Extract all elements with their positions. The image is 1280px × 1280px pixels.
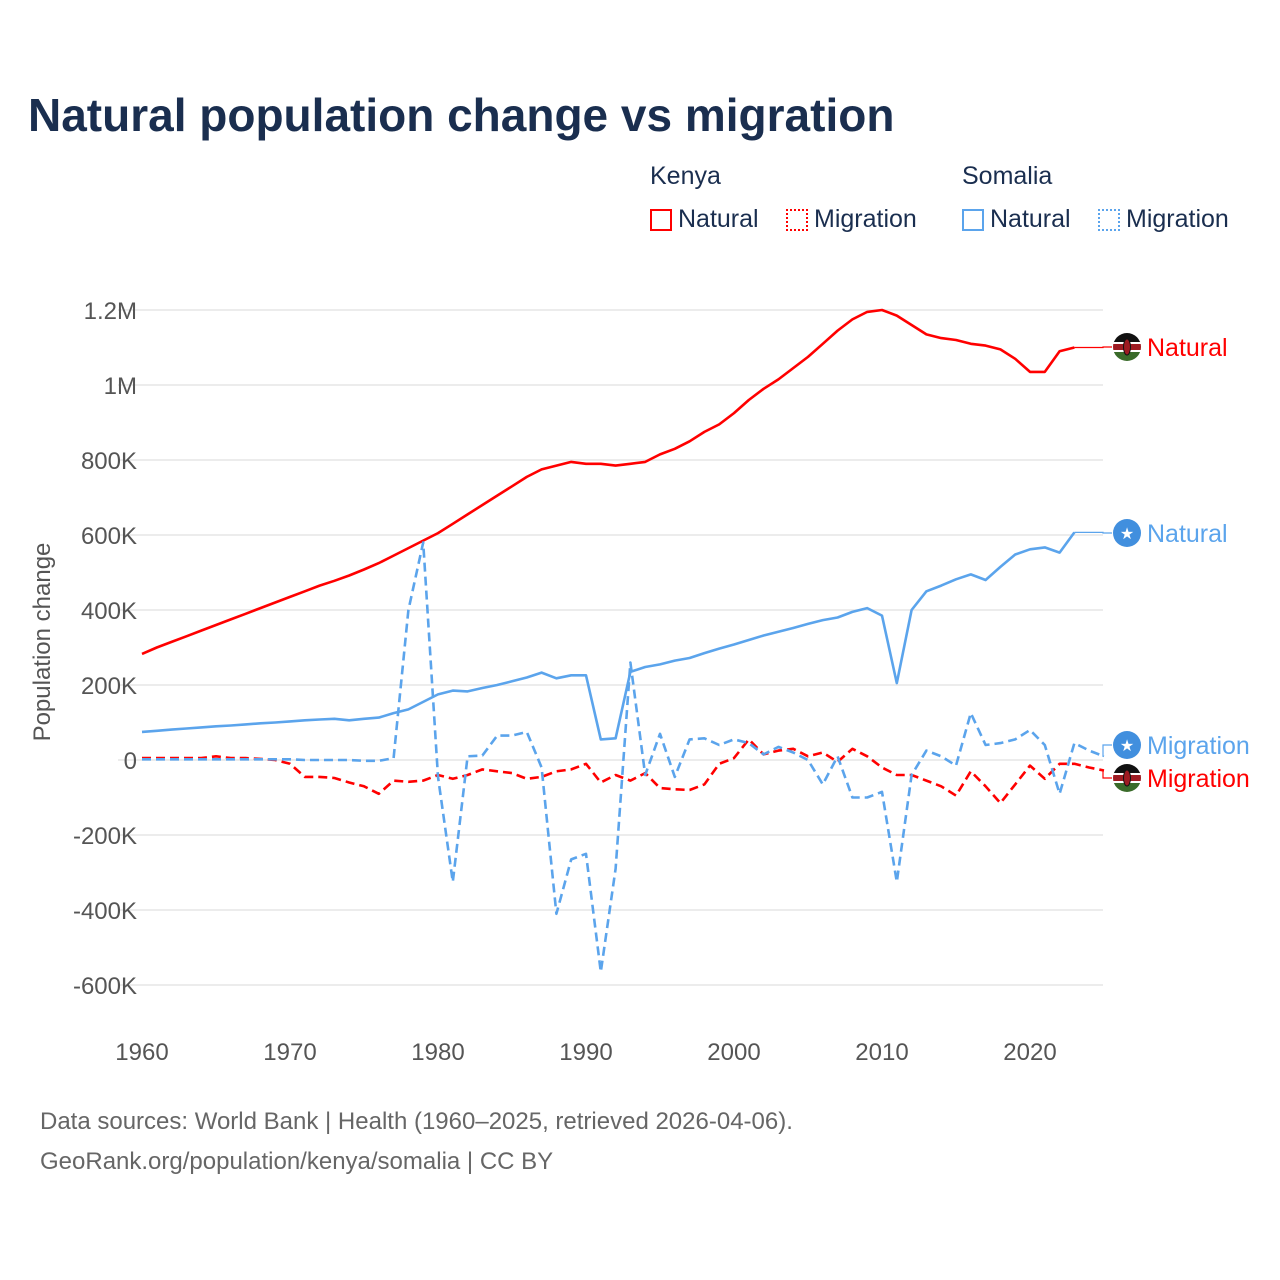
flag-circle xyxy=(1113,731,1141,759)
y-tick-label: 0 xyxy=(124,748,137,775)
legend-label: Natural xyxy=(678,205,759,233)
legend-swatch-solid xyxy=(650,208,672,231)
label-connector xyxy=(1074,346,1112,349)
legend-item-somalia-migration[interactable]: Migration xyxy=(1098,205,1229,234)
flag-stripes xyxy=(1113,764,1141,792)
y-tick-label: 1.2M xyxy=(84,298,137,325)
legend-item-kenya-migration[interactable]: Migration xyxy=(786,205,917,234)
star-icon: ★ xyxy=(1120,738,1134,755)
x-tick-label: 1980 xyxy=(411,1039,464,1066)
end-label: Migration xyxy=(1147,765,1250,793)
x-tick-label: 1990 xyxy=(559,1039,612,1066)
somalia-flag-icon: ★ xyxy=(1113,519,1141,547)
legend-swatch-solid xyxy=(962,208,984,231)
star-icon: ★ xyxy=(1120,526,1134,543)
x-tick-label: 2010 xyxy=(855,1039,908,1066)
label-connector xyxy=(1102,769,1112,779)
legend-label: Migration xyxy=(1126,205,1229,233)
legend-swatch-dotted xyxy=(1098,208,1120,231)
flag-stripes xyxy=(1113,333,1141,361)
y-axis-label: Population change xyxy=(29,543,56,742)
legend-swatch-dotted xyxy=(786,208,808,231)
x-tick-label: 2000 xyxy=(707,1039,760,1066)
flag-green xyxy=(1113,352,1141,361)
legend-group-somalia: Somalia xyxy=(962,162,1053,190)
y-tick-label: -400K xyxy=(73,898,137,925)
series-line-somalia-natural xyxy=(141,531,1076,741)
credit-link[interactable]: GeoRank.org/population/kenya/somalia | C… xyxy=(40,1148,554,1175)
series-line-kenya-migration xyxy=(142,738,1105,805)
end-label: Natural xyxy=(1147,334,1228,362)
chart-title: Natural population change vs migration xyxy=(28,89,895,141)
end-label: Migration xyxy=(1147,732,1250,760)
legend-label: Natural xyxy=(990,205,1071,233)
y-tick-label: 600K xyxy=(81,523,137,550)
y-tick-label: -600K xyxy=(73,973,137,1000)
flag-green xyxy=(1113,783,1141,792)
somalia-flag-icon: ★ xyxy=(1113,731,1141,759)
legend-label: Migration xyxy=(814,205,917,233)
flag-shield xyxy=(1123,338,1131,356)
flag-circle xyxy=(1113,519,1141,547)
legend-group-kenya: Kenya xyxy=(650,162,721,190)
end-label: Natural xyxy=(1147,520,1228,548)
legend-item-somalia-natural[interactable]: Natural xyxy=(962,205,1071,234)
flag-black xyxy=(1113,333,1141,342)
label-connector xyxy=(1102,744,1112,757)
label-connector xyxy=(1074,531,1112,534)
y-tick-label: 800K xyxy=(81,448,137,475)
x-tick-label: 1970 xyxy=(263,1039,316,1066)
data-source-note: Data sources: World Bank | Health (1960–… xyxy=(40,1108,793,1135)
kenya-flag-icon xyxy=(1113,764,1141,792)
flag-black xyxy=(1113,764,1141,773)
y-tick-label: 1M xyxy=(104,373,137,400)
flag-shield xyxy=(1123,769,1131,787)
y-tick-label: 200K xyxy=(81,673,137,700)
series-line-somalia-migration xyxy=(142,541,1105,974)
y-tick-label: -200K xyxy=(73,823,137,850)
kenya-flag-icon xyxy=(1113,333,1141,361)
x-tick-label: 1960 xyxy=(115,1039,168,1066)
series-line-kenya-natural xyxy=(141,308,1075,656)
legend-item-kenya-natural[interactable]: Natural xyxy=(650,205,759,234)
y-tick-label: 400K xyxy=(81,598,137,625)
x-tick-label: 2020 xyxy=(1003,1039,1056,1066)
